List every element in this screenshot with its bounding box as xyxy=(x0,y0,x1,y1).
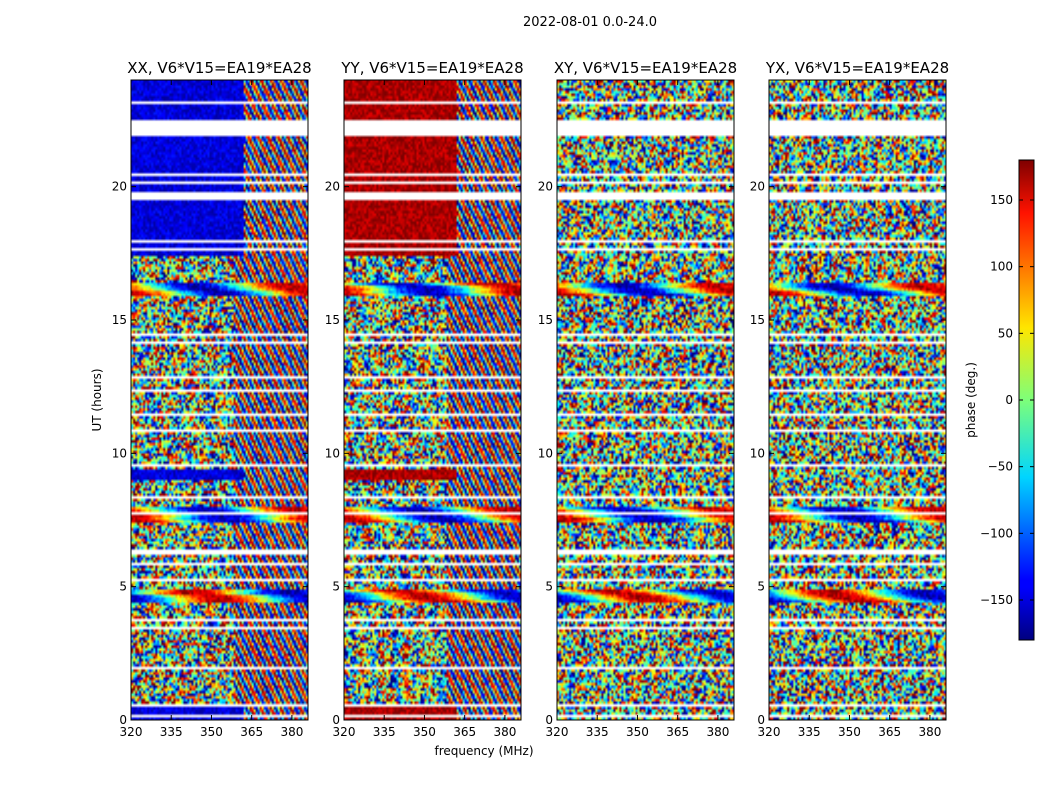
y-tick-label: 10 xyxy=(750,446,765,460)
heatmap-yy xyxy=(344,80,521,720)
colorbar-tick-label: 50 xyxy=(998,326,1013,340)
colorbar-ticks: 150 100 50 0 −50 −100 −150 xyxy=(980,193,1034,607)
panel-yy: YY, V6*V15=EA19*EA28 320 335 350 365 380 0 5 10 1… xyxy=(325,59,524,739)
x-tick-label: 365 xyxy=(453,725,476,739)
x-tick-label: 320 xyxy=(120,725,143,739)
x-tick-label: 380 xyxy=(706,725,729,739)
y-tick-label: 15 xyxy=(750,313,765,327)
y-tick-label: 20 xyxy=(538,180,553,194)
y-tick-label: 20 xyxy=(112,180,127,194)
x-tick-label: 335 xyxy=(160,725,183,739)
y-tick-label: 0 xyxy=(119,713,127,727)
x-tick-label: 350 xyxy=(200,725,223,739)
panels-group: XX, V6*V15=EA19*EA28 320 335 350 365 380 0 5 10 1… xyxy=(112,59,949,739)
y-tick-label: 5 xyxy=(332,580,340,594)
heatmap-xy xyxy=(557,80,734,720)
heatmap-xx xyxy=(131,80,308,720)
colorbar-tick-label: −100 xyxy=(980,526,1013,540)
axes-frame xyxy=(556,79,735,721)
y-tick-label: 10 xyxy=(538,446,553,460)
y-tick-label: 15 xyxy=(112,313,127,327)
x-tick-label: 320 xyxy=(333,725,356,739)
y-tick-label: 20 xyxy=(325,180,340,194)
x-tick-label: 335 xyxy=(586,725,609,739)
x-tick-label: 335 xyxy=(798,725,821,739)
x-axis-label: frequency (MHz) xyxy=(434,744,533,758)
x-tick-label: 365 xyxy=(666,725,689,739)
x-tick-label: 380 xyxy=(918,725,941,739)
x-tick-label: 380 xyxy=(493,725,516,739)
colorbar-tick-label: −50 xyxy=(988,460,1013,474)
x-tick-label: 365 xyxy=(878,725,901,739)
colorbar-tick-label: 0 xyxy=(1005,393,1013,407)
x-tick-label: 365 xyxy=(240,725,263,739)
colorbar-tick-label: −150 xyxy=(980,593,1013,607)
axes-frame xyxy=(768,79,947,721)
axes-frame xyxy=(343,79,522,721)
y-axis-label: UT (hours) xyxy=(90,368,104,431)
y-tick-label: 0 xyxy=(332,713,340,727)
y-tick-label: 20 xyxy=(750,180,765,194)
panel-title: YY, V6*V15=EA19*EA28 xyxy=(340,59,523,77)
panel-title: YX, V6*V15=EA19*EA28 xyxy=(765,59,949,77)
heatmap-yx xyxy=(769,80,946,720)
axes-frame xyxy=(130,79,309,721)
x-tick-label: 335 xyxy=(373,725,396,739)
y-tick-label: 5 xyxy=(757,580,765,594)
panel-title: XY, V6*V15=EA19*EA28 xyxy=(554,59,737,77)
colorbar: 150 100 50 0 −50 −100 −150 phase (deg.) xyxy=(964,159,1035,641)
x-tick-label: 350 xyxy=(413,725,436,739)
x-tick-label: 320 xyxy=(758,725,781,739)
panel-xx: XX, V6*V15=EA19*EA28 320 335 350 365 380 0 5 10 1… xyxy=(112,59,312,739)
x-tick-label: 320 xyxy=(546,725,569,739)
y-tick-label: 10 xyxy=(325,446,340,460)
y-tick-label: 15 xyxy=(538,313,553,327)
y-tick-label: 15 xyxy=(325,313,340,327)
x-tick-label: 350 xyxy=(838,725,861,739)
panel-yx: YX, V6*V15=EA19*EA28 320 335 350 365 380 0 5 10 1… xyxy=(750,59,949,739)
y-tick-label: 0 xyxy=(757,713,765,727)
figure-suptitle: 2022-08-01 0.0-24.0 xyxy=(523,15,657,30)
colorbar-tick-label: 100 xyxy=(990,260,1013,274)
x-tick-label: 350 xyxy=(626,725,649,739)
y-tick-label: 10 xyxy=(112,446,127,460)
panel-xy: XY, V6*V15=EA19*EA28 320 335 350 365 380 0 5 10 1… xyxy=(538,59,737,739)
y-tick-label: 0 xyxy=(545,713,553,727)
y-tick-label: 5 xyxy=(545,580,553,594)
panel-title: XX, V6*V15=EA19*EA28 xyxy=(127,59,311,77)
colorbar-tick-label: 150 xyxy=(990,193,1013,207)
colorbar-label: phase (deg.) xyxy=(964,362,978,438)
x-tick-label: 380 xyxy=(280,725,303,739)
y-tick-label: 5 xyxy=(119,580,127,594)
